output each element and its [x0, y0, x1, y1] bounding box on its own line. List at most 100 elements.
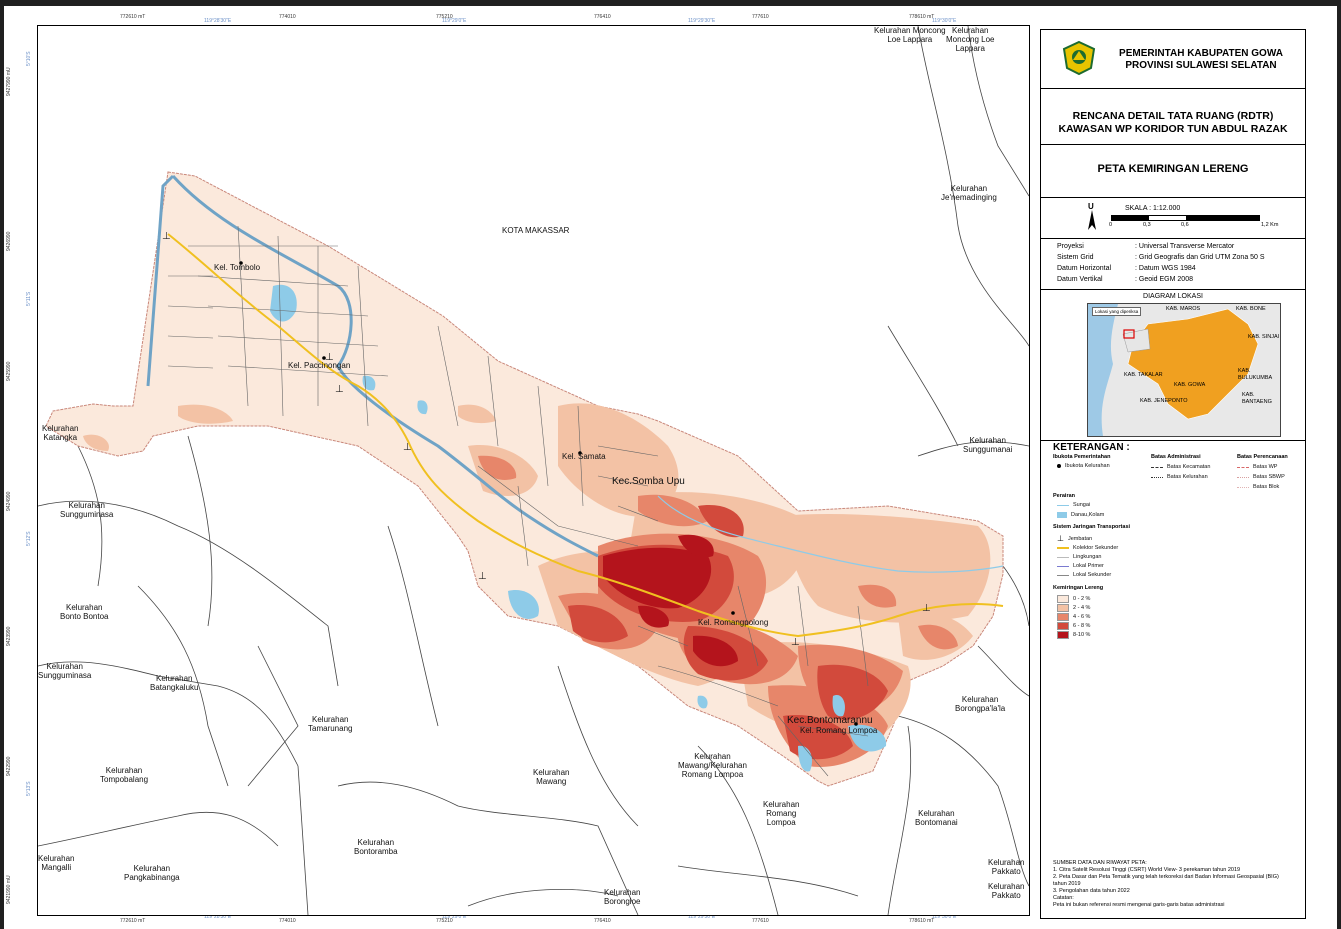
grid-tick-bottom-geo: 119°29'0"E — [442, 914, 467, 920]
kelurahan-label: Kelurahan Sungguminasa — [60, 501, 114, 519]
slope-label: 2 - 4 % — [1073, 605, 1091, 611]
bridge-icon: ⊥ — [1057, 534, 1064, 543]
projection-value: : Universal Transverse Mercator — [1135, 243, 1235, 250]
north-arrow-icon — [1088, 210, 1096, 230]
slope-legend-item: 2 - 4 % — [1057, 604, 1090, 612]
grid-tick-left-utm: 9424990 — [6, 491, 12, 511]
grid-tick-left-utm: 9426990 — [6, 231, 12, 251]
slope-8-10 — [603, 534, 738, 667]
legend-item: ⊥ Jembatan — [1057, 534, 1093, 543]
capital-point-paccinongan — [322, 356, 326, 360]
projection-box: Proyeksi : Universal Transverse Mercator… — [1041, 239, 1305, 290]
source-line: 2. Peta Dasar dan Peta Tematik yang tela… — [1053, 874, 1279, 880]
projection-key: Datum Horizontal — [1057, 265, 1112, 272]
grid-tick-top-utm: 778610 mT — [909, 14, 935, 20]
projection-key: Sistem Grid — [1057, 254, 1094, 261]
capital-point-romang-lompoa — [854, 722, 858, 726]
gowa-emblem-icon — [1062, 40, 1096, 76]
legend-section-title: Kemiringan Lereng — [1053, 585, 1104, 591]
grid-tick-left-utm: 9421990 mU — [6, 875, 12, 904]
slope-legend-item: 4 - 6 % — [1057, 613, 1090, 621]
kelurahan-label: Kelurahan Pangkabinanga — [124, 864, 180, 882]
grid-tick-bottom-utm: 774010 — [279, 918, 296, 924]
kelurahan-label: Kelurahan Borongpa'la'la — [955, 695, 1006, 713]
legend-item: Batas SBWP — [1237, 474, 1285, 480]
legend-section-title: Ibukota Pemerintahan — [1053, 454, 1111, 460]
kelurahan-label: Kelurahan Batangkaluku — [150, 674, 199, 692]
bridge-icon: ⊥ — [162, 231, 171, 242]
grid-tick-top-geo: 119°29'30"E — [688, 18, 716, 24]
kelurahan-label: Kelurahan Pakkato — [988, 882, 1025, 900]
capital-label: Kel. Tombolo — [214, 263, 261, 272]
canal — [146, 174, 599, 558]
plan-title-box: RENCANA DETAIL TATA RUANG (RDTR) KAWASAN… — [1041, 89, 1305, 145]
slope-swatch — [1057, 631, 1069, 639]
projection-key: Proyeksi — [1057, 243, 1084, 250]
grid-tick-top-utm: 775210 — [436, 14, 453, 20]
scale-tick: 1,2 Km — [1261, 222, 1279, 228]
legend-item: Sungai — [1057, 502, 1090, 508]
map-title-box: PETA KEMIRINGAN LERENG — [1041, 145, 1305, 198]
bridge-icons: ⊥ ⊥ ⊥ ⊥ ⊥ ⊥ ⊥ — [162, 231, 931, 648]
capital-label: Kel. Romangpolong — [698, 618, 769, 627]
source-line: 3. Pengolahan data tahun 2022 — [1053, 888, 1130, 894]
grid-tick-top-utm: 776410 — [594, 14, 611, 20]
kelurahan-label: Kelurahan Moncong Loe Lappara — [946, 26, 995, 53]
slope-swatch — [1057, 604, 1069, 612]
kelurahan-label: Kelurahan Romang Lompoa — [763, 800, 800, 827]
scale-box: U SKALA : 1:12.000 0 0,3 0,6 1,2 Km — [1041, 198, 1305, 239]
grid-tick-bottom-utm: 775210 — [436, 918, 453, 924]
legend-item: Ibukota Kelurahan — [1057, 463, 1110, 469]
map-frame[interactable]: ⊥ ⊥ ⊥ ⊥ ⊥ ⊥ ⊥ KOTA MAKASSAR — [37, 25, 1030, 916]
inset-map[interactable]: Lokasi yang diperiksa KAB. MAROS KAB. BO… — [1087, 303, 1281, 437]
scale-bar — [1111, 215, 1260, 221]
kelurahan-label: Kelurahan Sungguminasa — [38, 662, 92, 680]
legend-section-title: Sistem Jaringan Transportasi — [1053, 524, 1131, 530]
region-label: KAB. BONE — [1236, 306, 1266, 312]
projection-value: : Grid Geografis dan Grid UTM Zona 50 S — [1135, 254, 1265, 261]
grid-tick-left-utm: 9427990 mU — [6, 67, 12, 96]
grid-tick-bottom-utm: 776410 — [594, 918, 611, 924]
projection-value: : Datum WGS 1984 — [1135, 265, 1196, 272]
kelurahan-label: Kelurahan Mangalli — [38, 854, 75, 872]
region-label: KAB. GOWA — [1174, 382, 1206, 388]
grid-tick-bottom-geo: 119°30'0"E — [932, 914, 957, 920]
kelurahan-label: Kelurahan Mawang/Kelurahan Romang Lompoa — [678, 752, 747, 779]
region-label: KAB. MAROS — [1166, 306, 1201, 312]
legend-section-title: Batas Perencanaan — [1237, 454, 1288, 460]
scale-label: SKALA : 1:12.000 — [1125, 205, 1181, 212]
slope-legend-item: 0 - 2 % — [1057, 595, 1090, 603]
legend-item: Batas Kelurahan — [1151, 474, 1208, 480]
region-label: KAB. BULUKUMBA — [1238, 368, 1273, 381]
source-line: Catatan: — [1053, 895, 1074, 901]
legend-section-title: Batas Administrasi — [1151, 454, 1201, 460]
legend-item: Kolektor Sekunder — [1057, 545, 1118, 551]
sources-box: SUMBER DATA DAN RIWAYAT PETA: 1. Citra S… — [1053, 860, 1303, 909]
district-label: Kec.Bontomarannu — [787, 715, 873, 726]
capital-point-tombolo — [239, 261, 243, 265]
grid-tick-bottom-utm: 778610 mT — [909, 918, 935, 924]
region-label: KAB. JENEPONTO — [1140, 398, 1188, 404]
scale-tick: 0,6 — [1181, 222, 1189, 228]
grid-tick-left-geo: 5°10'S — [26, 51, 32, 66]
slope-legend-item: 6 - 8 % — [1057, 622, 1090, 630]
map-paper: 772610 mT 774010 775210 776410 777610 77… — [4, 6, 1337, 929]
capital-point-samata — [578, 451, 582, 455]
plan-line1: RENCANA DETAIL TATA RUANG (RDTR) — [1072, 110, 1274, 122]
bridge-icon: ⊥ — [922, 603, 931, 614]
kelurahan-label: Kelurahan Pakkato — [988, 858, 1025, 876]
capital-label: Kel. Romang Lompoa — [800, 726, 878, 735]
map-title: PETA KEMIRINGAN LERENG — [1097, 163, 1249, 175]
kelurahan-label: Kelurahan Bontomanai — [915, 809, 958, 827]
main-road — [167, 233, 1004, 638]
legend-item: Lingkungan — [1057, 554, 1101, 560]
bridge-icon: ⊥ — [335, 384, 344, 395]
grid-tick-left-utm: 9423990 — [6, 626, 12, 646]
slope-label: 0 - 2 % — [1073, 596, 1091, 602]
map-canvas[interactable]: ⊥ ⊥ ⊥ ⊥ ⊥ ⊥ ⊥ — [38, 26, 1029, 915]
legend-item: Lokal Primer — [1057, 563, 1104, 569]
location-diagram-box: DIAGRAM LOKASI Lokasi yang diperiksa KAB… — [1041, 290, 1305, 441]
source-line: Peta ini bukan referensi resmi mengenai … — [1053, 902, 1225, 908]
grid-tick-top-geo: 119°29'0"E — [442, 18, 467, 24]
